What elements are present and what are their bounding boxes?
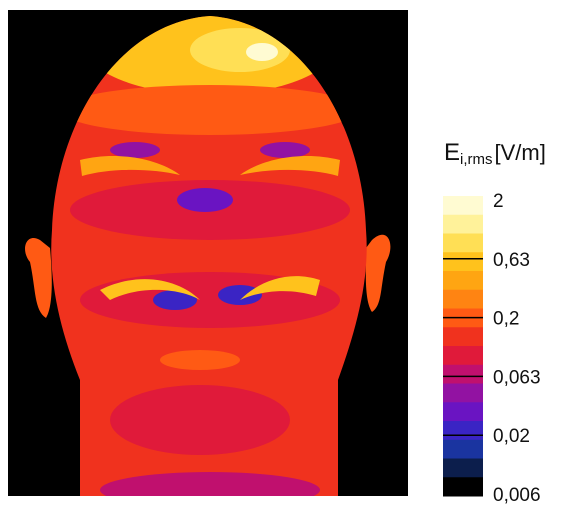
- colorbar-tick-label: 0,63: [493, 250, 530, 271]
- colorbar-tick-label: 0,2: [493, 309, 519, 330]
- colorbar-band: [443, 364, 483, 384]
- colorbar-band: [443, 421, 483, 441]
- colorbar-band: [443, 289, 483, 309]
- colorbar-band: [443, 233, 483, 253]
- colorbar-band: [443, 214, 483, 234]
- colorbar-band: [443, 346, 483, 366]
- colorbar-band: [443, 458, 483, 478]
- colorbar-tick-label: 0,006: [493, 485, 541, 506]
- colorbar-tick-label: 0,063: [493, 367, 541, 388]
- colorbar-band: [443, 383, 483, 403]
- colorbar-title: Ei,rms[V/m]: [444, 139, 546, 168]
- colorbar-band: [443, 271, 483, 291]
- title-subscript: i,rms: [460, 151, 493, 168]
- title-main: E: [444, 139, 460, 166]
- colorbar-tick-label: 0,02: [493, 426, 530, 447]
- colorbar-band: [443, 477, 483, 497]
- head-map: [25, 16, 391, 496]
- title-unit: [V/m]: [495, 140, 546, 165]
- colorbar-band: [443, 402, 483, 422]
- colorbar-band: [443, 439, 483, 459]
- colorbar-band: [443, 252, 483, 272]
- colorbar-tick-label: 2: [493, 191, 504, 212]
- colorbar-band: [443, 327, 483, 347]
- colorbar-band: [443, 196, 483, 216]
- colorbar: 2 0,63 0,2 0,063 0,02 0,006: [443, 191, 541, 506]
